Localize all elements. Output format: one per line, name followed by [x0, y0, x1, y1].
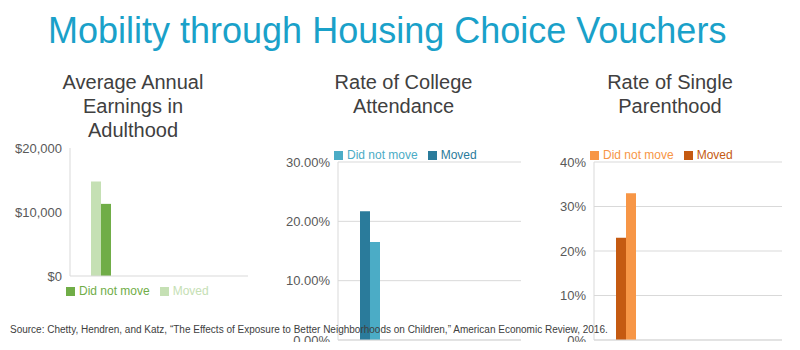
- svg-text:20.00%: 20.00%: [286, 214, 331, 229]
- html-text:Rate of Single Parenthood: Rate of Single Parenthood: [607, 71, 733, 117]
- html-text:Did not move: Did not move: [347, 148, 418, 162]
- html-text:Source: Chetty, Hendren, and K: Source: Chetty, Hendren, and Katz, “The …: [10, 324, 608, 335]
- svg-text:10.00%: 10.00%: [286, 273, 331, 288]
- html-text:Moved: Moved: [696, 148, 733, 162]
- svg-text:30.00%: 30.00%: [286, 155, 331, 170]
- html-text:Did not move: Did not move: [79, 284, 150, 298]
- svg-text:10%: 10%: [560, 288, 586, 303]
- html-text:Moved: Moved: [172, 284, 209, 298]
- svg-text:20%: 20%: [560, 244, 586, 259]
- svg-text:40%: 40%: [560, 155, 586, 170]
- svg-text:$10,000: $10,000: [15, 205, 62, 220]
- html-text:Mobility through Housing Choic: Mobility through Housing Choice Vouchers: [48, 10, 727, 51]
- html-text:Rate of College Attendance: Rate of College Attendance: [334, 71, 473, 117]
- html-text:Moved: Moved: [440, 148, 477, 162]
- svg-text:$0: $0: [48, 269, 62, 284]
- svg-text:$20,000: $20,000: [15, 142, 62, 156]
- html-text:Average Annual Earnings in Adu: Average Annual Earnings in Adulthood: [62, 71, 204, 141]
- svg-text:30%: 30%: [560, 199, 586, 214]
- html-text:Did not move: Did not move: [603, 148, 674, 162]
